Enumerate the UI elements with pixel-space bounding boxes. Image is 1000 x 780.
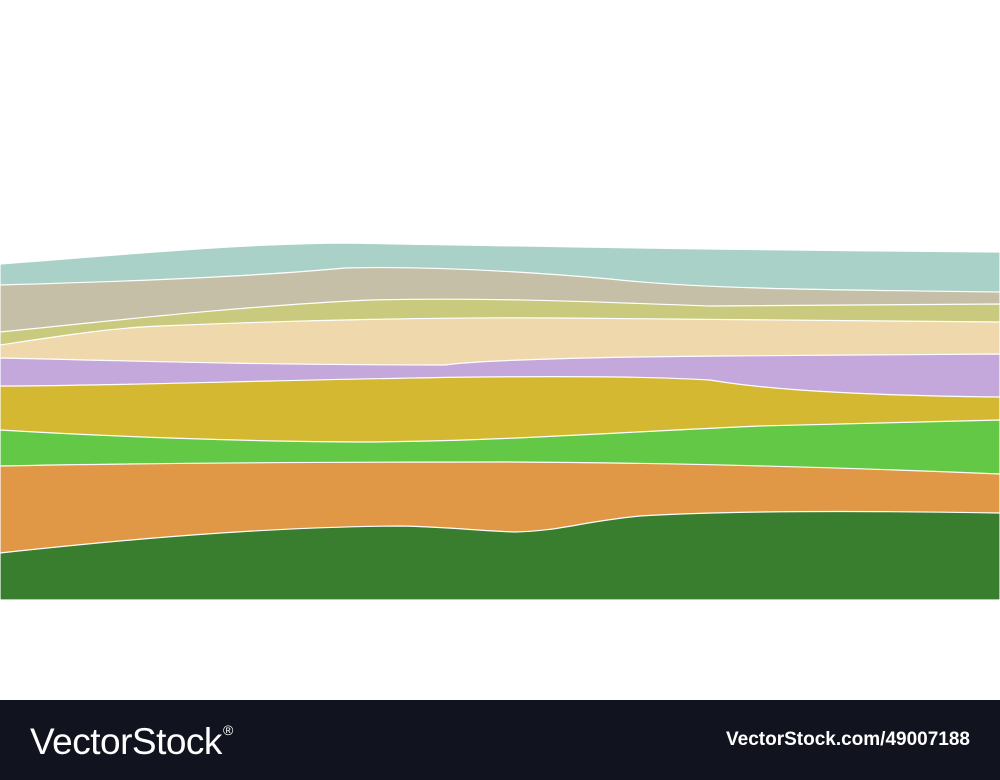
layered-hills-svg	[0, 242, 1000, 601]
band-dark-green	[0, 510, 1000, 601]
registered-mark: ®	[222, 721, 233, 738]
illustration-canvas	[0, 242, 1000, 601]
brand-name: VectorStock	[30, 721, 222, 762]
asset-id-text: VectorStock.com/49007188	[726, 729, 970, 750]
vectorstock-logo: VectorStock®	[30, 721, 233, 763]
watermark-banner: VectorStock® VectorStock.com/49007188	[0, 700, 1000, 780]
